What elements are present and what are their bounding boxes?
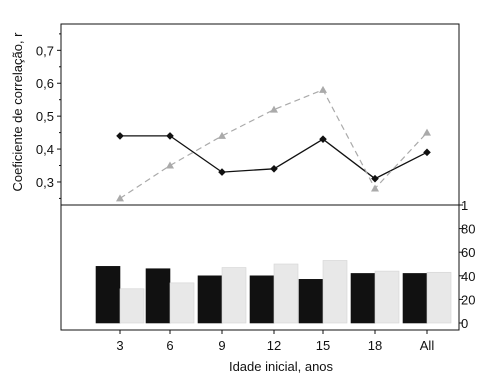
bar [249,275,275,324]
x-tick-label: 3 [116,338,123,353]
line-panel [116,85,431,202]
bar [169,282,195,324]
bar-panel [95,260,452,324]
x-axis: 3 6 9 12 15 18 All [116,330,434,353]
bottom-y-tick-label: 60 [461,245,475,260]
bar [374,270,400,324]
x-tick-label: 6 [166,338,173,353]
triangle-marker [423,128,431,136]
diamond-marker [270,165,278,173]
bar [298,279,324,324]
bar [350,273,376,324]
bottom-y-tick-label: 1 [461,198,468,213]
diamond-marker [371,174,379,183]
bottom-y-tick-label: 80 [461,222,475,237]
x-axis-title: Idade inicial, anos [229,359,334,374]
bar [426,271,452,324]
diamond-marker [423,148,431,157]
diamond-marker [218,168,226,176]
triangle-marker [371,184,379,192]
x-tick-label: All [420,338,435,353]
x-tick-label: 12 [267,338,281,353]
diamond-marker [166,132,174,140]
bar [402,273,428,324]
top-y-tick-label: 0,6 [36,76,54,91]
diamond-marker [319,135,327,143]
bar [197,275,223,324]
bar [145,268,171,324]
diamond-marker [116,132,124,140]
x-tick-label: 18 [368,338,382,353]
bottom-y-tick-label: 0 [461,316,468,331]
plot-frame [60,23,460,331]
x-tick-label: 15 [316,338,330,353]
top-y-tick-label: 0,7 [36,43,54,58]
top-y-axis: 0,7 0,6 0,5 0,4 0,3 [36,33,61,199]
bar [273,263,299,324]
top-y-tick-label: 0,5 [36,109,54,124]
top-y-tick-label: 0,4 [36,142,54,157]
bar [95,266,121,324]
bottom-y-tick-label: 40 [461,269,475,284]
bottom-y-axis: 1 80 60 40 20 0 [459,198,475,331]
x-tick-label: 9 [218,338,225,353]
series-line [119,89,428,199]
triangle-marker [218,131,226,139]
bottom-y-tick-label: 20 [461,292,475,307]
triangle-marker [270,105,278,113]
y-axis-title: Coeficiente de correlação, r [10,32,25,192]
triangle-marker [166,161,174,169]
triangle-marker [116,194,124,202]
bar [119,288,145,324]
bar [322,260,348,324]
top-y-tick-label: 0,3 [36,175,54,190]
bar [221,267,247,324]
series-line [120,135,428,180]
triangle-marker [319,85,327,93]
